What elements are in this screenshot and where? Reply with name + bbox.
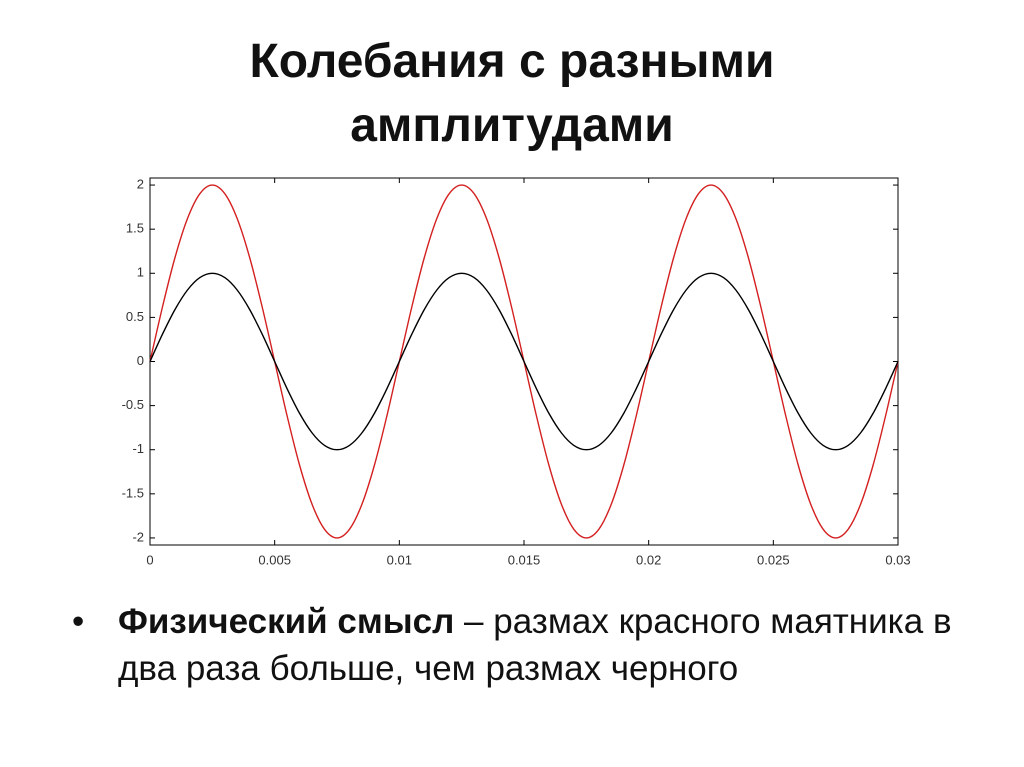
x-tick-label: 0.025 [757,552,790,567]
x-tick-label: 0.01 [387,552,412,567]
y-tick-label: 1 [137,265,144,280]
x-tick-label: 0.02 [636,552,661,567]
bullet-text: – размах красного маятника в два раза бо… [118,602,952,688]
y-tick-label: -2 [132,529,144,544]
chart: -2 -1.5 -1 -0.5 0 0.5 1 1.5 2 0 0.005 0.01 0.015 0.02… [122,176,911,567]
y-tick-label: -1.5 [122,485,144,500]
slide-title: Колебания с разными амплитудами [249,35,775,152]
bullet-dot: • [72,602,85,641]
y-tick-label: 0.5 [126,309,144,324]
y-tick-label: 0 [137,353,144,368]
bullet: • Физический смысл – размах красного маят… [72,598,958,692]
series-line [149,272,899,451]
y-tick-label: 2 [137,176,144,191]
y-tick-label: -0.5 [122,397,144,412]
x-tick-label: 0.03 [885,552,910,567]
y-tick-label: -1 [132,441,144,456]
bullet-bold: Физический смысл [118,602,455,641]
x-tick-label: 0.005 [258,552,291,567]
x-tick-label: 0.015 [508,552,541,567]
y-tick-label: 1.5 [126,221,144,236]
x-tick-label: 0 [146,552,153,567]
